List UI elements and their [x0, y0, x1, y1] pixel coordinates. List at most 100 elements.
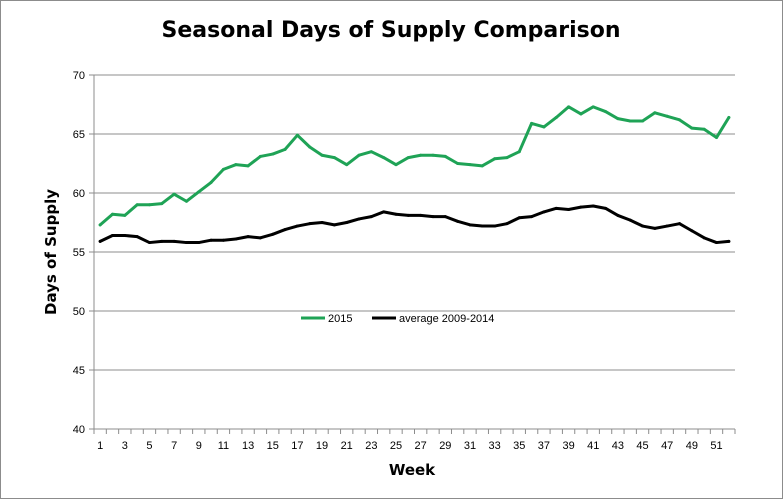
- data-point: [579, 112, 583, 116]
- data-point: [678, 222, 682, 226]
- x-tick-label: 15: [267, 440, 279, 452]
- data-point: [135, 203, 139, 207]
- data-point: [308, 222, 312, 226]
- data-point: [628, 119, 632, 123]
- data-point: [246, 164, 250, 168]
- data-point: [357, 153, 361, 157]
- x-tick-label: 13: [242, 440, 254, 452]
- axes: [89, 74, 736, 434]
- data-point: [197, 241, 201, 245]
- y-tick-label: 55: [73, 247, 85, 259]
- x-tick-label: 47: [661, 440, 673, 452]
- data-point: [493, 224, 497, 228]
- x-tick-label: 7: [171, 440, 177, 452]
- data-point: [98, 223, 102, 227]
- data-point: [493, 157, 497, 161]
- data-point: [690, 126, 694, 130]
- data-point: [431, 153, 435, 157]
- data-point: [653, 226, 657, 230]
- data-point: [480, 164, 484, 168]
- data-point: [406, 156, 410, 160]
- x-tick-label: 3: [122, 440, 128, 452]
- data-point: [517, 216, 521, 220]
- data-point: [258, 236, 262, 240]
- data-point: [184, 199, 188, 203]
- data-point: [554, 115, 558, 119]
- data-point: [295, 133, 299, 137]
- series-line-1: [98, 204, 731, 245]
- data-point: [715, 241, 719, 245]
- data-point: [419, 153, 423, 157]
- data-point: [295, 224, 299, 228]
- x-tick-label: 21: [341, 440, 353, 452]
- legend-label: 2015: [328, 313, 352, 325]
- data-point: [604, 206, 608, 210]
- data-point: [221, 238, 225, 242]
- data-point: [234, 237, 238, 241]
- data-point: [221, 167, 225, 171]
- data-point: [530, 121, 534, 125]
- data-point: [468, 223, 472, 227]
- x-tick-label: 35: [513, 440, 525, 452]
- data-point: [160, 202, 164, 206]
- data-point: [369, 215, 373, 219]
- data-point: [394, 163, 398, 167]
- series-line-0: [98, 105, 731, 227]
- data-point: [542, 210, 546, 214]
- y-axis-title: Days of Supply: [42, 189, 60, 315]
- y-tick-label: 65: [73, 129, 85, 141]
- data-point: [702, 127, 706, 131]
- data-point: [431, 215, 435, 219]
- legend-label: average 2009-2014: [399, 313, 494, 325]
- data-point: [246, 235, 250, 239]
- data-point: [345, 163, 349, 167]
- data-point: [653, 111, 657, 115]
- data-point: [542, 125, 546, 129]
- y-tick-label: 50: [73, 306, 85, 318]
- data-point: [406, 213, 410, 217]
- data-point: [727, 239, 731, 243]
- data-point: [419, 213, 423, 217]
- data-point: [160, 239, 164, 243]
- x-tick-label: 31: [464, 440, 476, 452]
- data-point: [517, 150, 521, 154]
- data-point: [480, 224, 484, 228]
- x-tick-label: 51: [710, 440, 722, 452]
- data-point: [320, 153, 324, 157]
- x-tick-label: 5: [146, 440, 152, 452]
- x-tick-label: 49: [686, 440, 698, 452]
- data-point: [369, 150, 373, 154]
- data-point: [98, 239, 102, 243]
- chart-title: Seasonal Days of Supply Comparison: [162, 18, 621, 43]
- data-point: [172, 192, 176, 196]
- data-point: [345, 221, 349, 224]
- data-point: [604, 110, 608, 114]
- data-point: [505, 222, 509, 226]
- series-lines: [98, 105, 731, 245]
- data-point: [320, 221, 324, 224]
- data-point: [357, 217, 361, 221]
- data-point: [382, 210, 386, 214]
- data-point: [283, 228, 287, 232]
- data-point: [394, 212, 398, 216]
- data-point: [616, 117, 620, 121]
- x-tick-label: 37: [538, 440, 550, 452]
- data-point: [110, 212, 114, 216]
- x-tick-label: 39: [562, 440, 574, 452]
- data-point: [209, 180, 213, 184]
- x-tick-label: 9: [196, 440, 202, 452]
- data-point: [468, 163, 472, 167]
- y-tick-label: 45: [73, 365, 85, 377]
- data-point: [456, 162, 460, 165]
- x-tick-label: 45: [636, 440, 648, 452]
- data-point: [727, 115, 731, 119]
- data-point: [382, 156, 386, 160]
- data-point: [271, 152, 275, 156]
- data-point: [135, 235, 139, 239]
- data-point: [172, 239, 176, 243]
- data-point: [530, 215, 534, 219]
- data-point: [197, 190, 201, 194]
- x-tick-label: 17: [291, 440, 303, 452]
